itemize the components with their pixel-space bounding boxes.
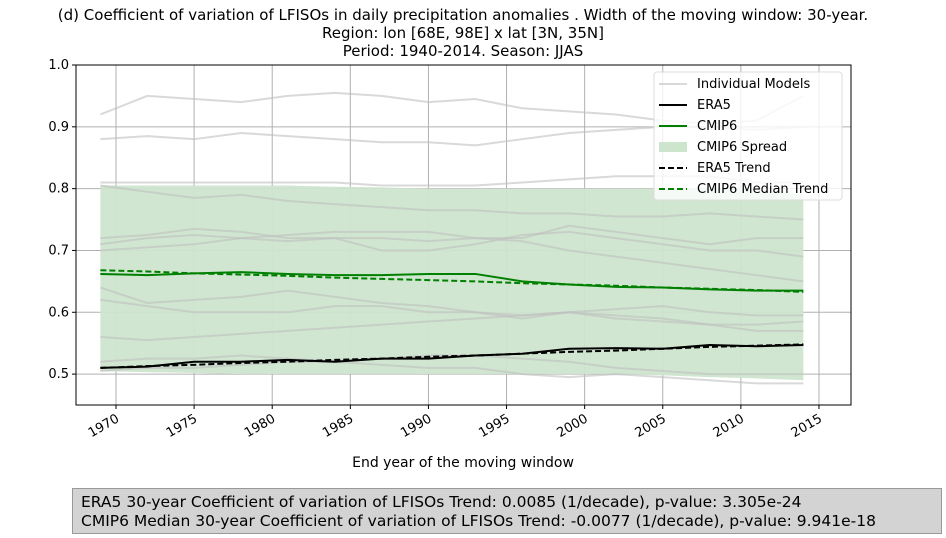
chart-subtitle: Region: lon [68E, 98E] x lat [3N, 35N] [322,24,604,42]
model-line [100,286,804,326]
y-tick-label: 0.6 [48,305,69,320]
x-tick-label: 1995 [476,411,512,441]
annotation: CMIP6 Median 30-year Coefficient of vari… [81,512,876,530]
x-tick-label: 1975 [164,411,200,441]
series-line [100,343,804,369]
x-tick-label: 2000 [554,411,590,441]
model-line [100,305,804,342]
x-axis-label: End year of the moving window [352,455,574,471]
legend-label: ERA5 [697,98,731,113]
model-line [100,230,804,258]
legend-label: CMIP6 Spread [697,140,787,155]
y-tick-label: 1.0 [48,58,69,73]
plot-frame [75,64,852,406]
x-tick-label: 1990 [398,411,434,441]
x-tick-label: 1980 [242,411,278,441]
chart: (d) Coefficient of variation of LFISOs i… [48,6,868,471]
legend-label: CMIP6 [697,119,737,134]
series-line [100,269,804,293]
model-line [100,224,804,246]
legend-label: ERA5 Trend [697,161,771,176]
legend-label: Individual Models [697,77,810,92]
x-tick-label: 1970 [86,411,122,441]
x-tick-label: 1985 [320,411,356,441]
legend-swatch [659,142,687,152]
annotation: ERA5 30-year Coefficient of variation of… [81,493,802,511]
x-tick-label: 2010 [711,411,747,441]
model-line [100,184,804,221]
y-tick-label: 0.5 [48,367,69,382]
y-tick-label: 0.8 [48,182,69,197]
chart-title: (d) Coefficient of variation of LFISOs i… [58,6,868,24]
x-tick-label: 2015 [789,411,825,441]
y-tick-label: 0.9 [48,120,69,135]
x-tick-label: 2005 [633,411,669,441]
legend-label: CMIP6 Median Trend [697,182,828,197]
model-line [100,230,804,283]
annotation-box: ERA5 30-year Coefficient of variation of… [72,488,942,534]
legend-box [653,71,843,201]
model-line [100,298,804,332]
chart-subtitle: Period: 1940-2014. Season: JJAS [343,42,584,60]
y-tick-label: 0.7 [48,243,69,258]
model-line [100,354,804,385]
